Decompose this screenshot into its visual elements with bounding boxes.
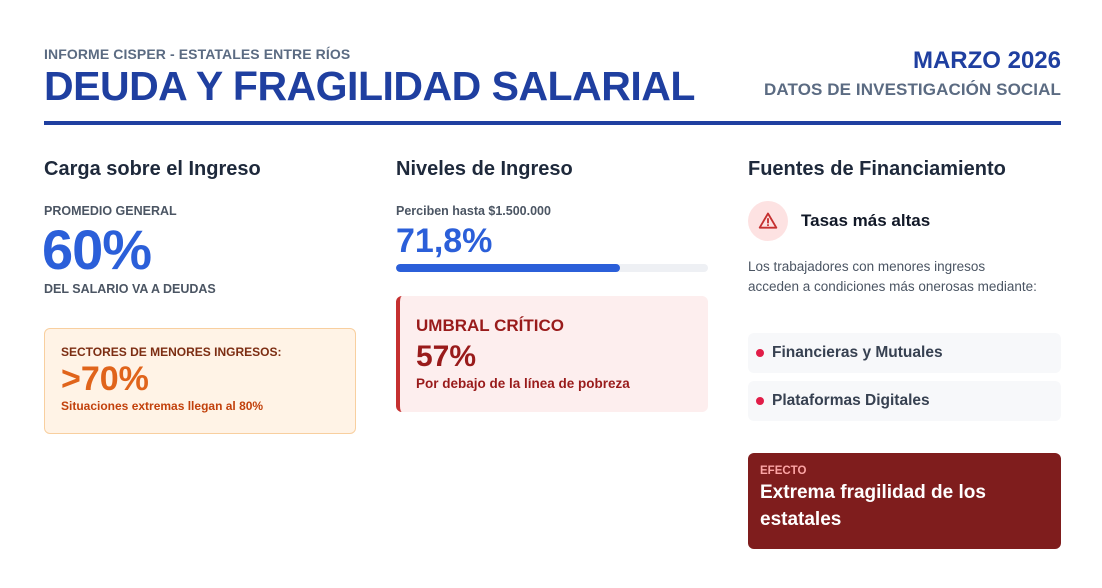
income-levels-section: Niveles de Ingreso Perciben hasta $1.500… [396, 156, 708, 412]
average-caption: DEL SALARIO VA A DEUDAS [44, 282, 216, 296]
bullet-dot-icon [756, 349, 764, 357]
section-title: Fuentes de Financiamiento [748, 158, 1006, 180]
effect-text: Extrema fragilidad de los estatales [760, 482, 986, 530]
list-item: Plataformas Digitales [748, 381, 1061, 421]
income-burden-section: Carga sobre el Ingreso PROMEDIO GENERAL … [42, 156, 356, 434]
report-subtitle: DATOS DE INVESTIGACIÓN SOCIAL [764, 80, 1061, 99]
bullet-dot-icon [756, 397, 764, 405]
list-item-label: Financieras y Mutuales [772, 344, 943, 361]
page-title: DEUDA Y FRAGILIDAD SALARIAL [44, 63, 695, 109]
report-header: INFORME CISPER - ESTATALES ENTRE RÍOS DE… [44, 44, 1061, 126]
income-kicker: Perciben hasta $1.500.000 [396, 204, 551, 218]
report-date: MARZO 2026 [912, 47, 1061, 74]
income-progress-bar [396, 264, 708, 272]
highlight-value: >70% [61, 360, 149, 398]
report-eyebrow: INFORME CISPER - ESTATALES ENTRE RÍOS [44, 46, 351, 62]
critical-title: UMBRAL CRÍTICO [416, 316, 564, 335]
income-progress-fill [396, 264, 621, 272]
section-title: Niveles de Ingreso [396, 158, 573, 180]
average-kicker: PROMEDIO GENERAL [44, 204, 177, 218]
critical-threshold-box: UMBRAL CRÍTICO 57% Por debajo de la líne… [396, 296, 708, 412]
highlight-note: Situaciones extremas llegan al 80% [61, 399, 264, 413]
alert-row: Tasas más altas [748, 201, 930, 241]
section-title: Carga sobre el Ingreso [44, 158, 261, 180]
alert-label: Tasas más altas [801, 211, 931, 230]
income-value: 71,8% [396, 222, 493, 260]
critical-note: Por debajo de la línea de pobreza [416, 376, 630, 391]
warning-triangle-icon [748, 201, 788, 241]
list-item-label: Plataformas Digitales [772, 392, 930, 409]
effect-kicker: EFECTO [760, 465, 807, 477]
critical-value: 57% [416, 340, 477, 373]
low-income-highlight: SECTORES DE MENORES INGRESOS: >70% Situa… [44, 328, 356, 434]
financing-description: Los trabajadores con menores ingresos ac… [748, 259, 1037, 294]
header-divider [44, 121, 1061, 125]
highlight-kicker: SECTORES DE MENORES INGRESOS: [61, 345, 282, 359]
average-value: 60% [42, 218, 152, 281]
financing-sources-section: Fuentes de Financiamiento Tasas más alta… [748, 156, 1061, 549]
list-item: Financieras y Mutuales [748, 333, 1061, 373]
effect-box: EFECTO Extrema fragilidad de los estatal… [748, 453, 1061, 549]
